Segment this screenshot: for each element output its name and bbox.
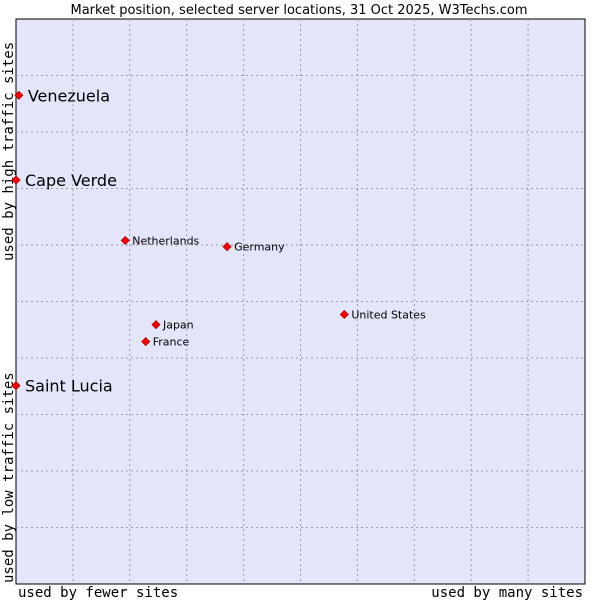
point-venezuela <box>14 90 24 100</box>
label-germany: Germany <box>234 241 285 254</box>
point-japan <box>151 320 161 330</box>
point-germany <box>222 242 232 252</box>
y-axis-label-bottom: used by low traffic sites <box>1 372 17 583</box>
x-axis-label-right: used by many sites <box>431 585 583 600</box>
label-japan: Japan <box>162 319 194 332</box>
label-cape-verde: Cape Verde <box>25 171 117 190</box>
grid-lines <box>16 19 585 584</box>
point-france <box>141 337 151 347</box>
data-points: Venezuela Cape Verde Netherlands Germany Uni… <box>11 86 426 396</box>
label-france: France <box>153 336 190 349</box>
point-cape-verde <box>11 175 21 185</box>
point-united-states <box>339 309 349 320</box>
x-axis-label-left: used by fewer sites <box>18 585 178 600</box>
label-united-states: United States <box>351 308 426 321</box>
point-netherlands <box>120 235 130 246</box>
y-axis-label-top: used by high traffic sites <box>1 42 17 261</box>
label-netherlands: Netherlands <box>132 234 199 247</box>
chart-title: Market position, selected server locatio… <box>70 3 527 18</box>
label-saint-lucia: Saint Lucia <box>25 377 113 396</box>
point-saint-lucia <box>11 381 21 391</box>
label-venezuela: Venezuela <box>28 86 110 105</box>
